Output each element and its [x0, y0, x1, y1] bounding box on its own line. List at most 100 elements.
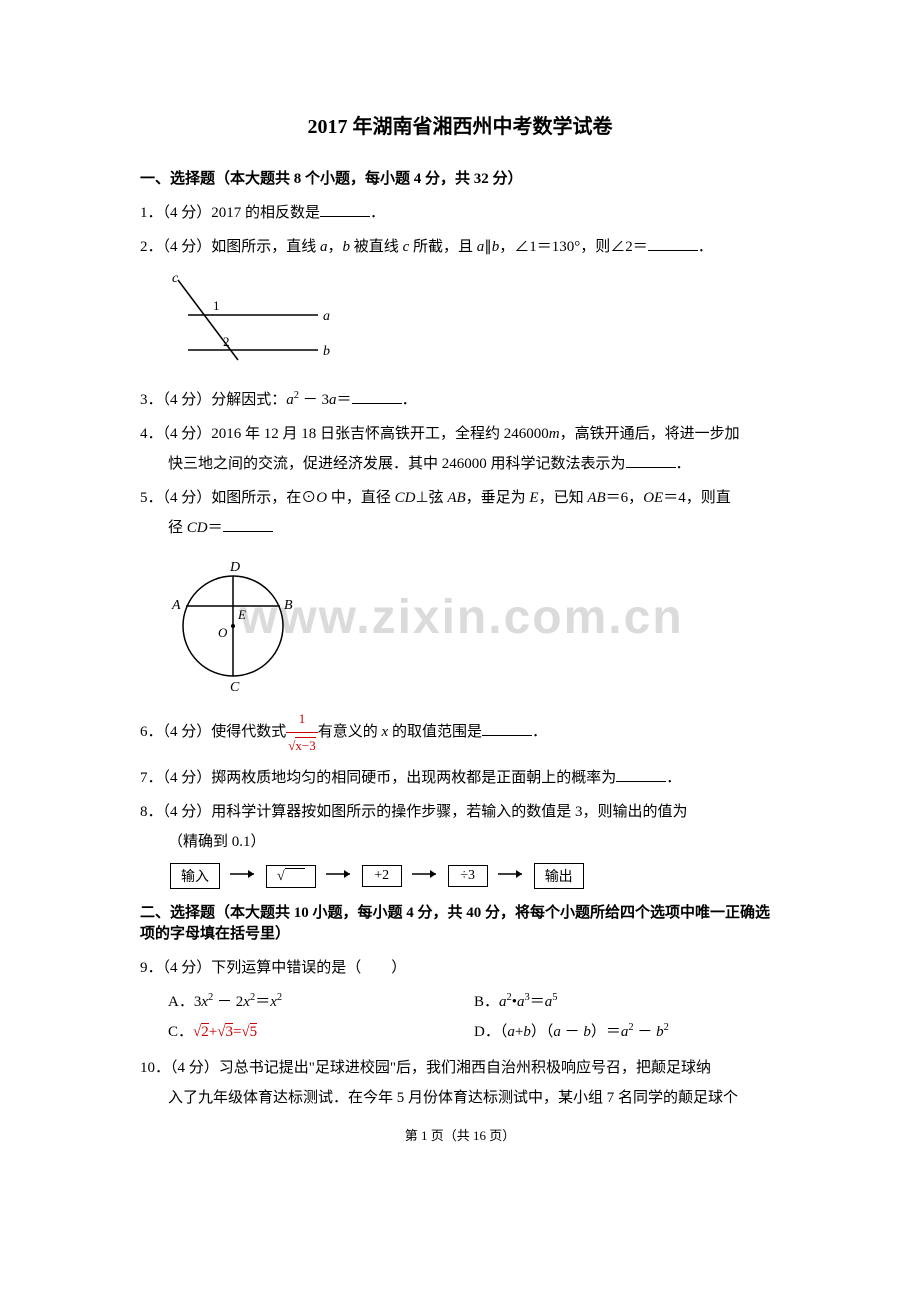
page-footer: 第 1 页（共 16 页）: [140, 1125, 780, 1144]
q1-text: 2017 的相反数是: [211, 205, 320, 221]
circle-diagram: D C A B E O: [168, 551, 308, 691]
label-E: E: [237, 607, 246, 622]
option-B: B．a2•a3＝a5: [474, 987, 780, 1017]
q1-num: 1．（4 分）: [140, 205, 211, 221]
q4-l1a: 2016 年 12 月 18 日张吉怀高铁开工，全程约 246000: [211, 426, 549, 442]
blank: [626, 454, 676, 468]
label-O: O: [218, 625, 228, 640]
lines-diagram: a b c 1 2: [168, 270, 348, 370]
q1-tail: ．: [370, 205, 385, 221]
option-D: D．（a+b）（a － b）＝a2 － b2: [474, 1017, 780, 1047]
q3-a2: a: [329, 392, 337, 408]
question-7: 7．（4 分）掷两枚质地均匀的相同硬币，出现两枚都是正面朝上的概率为 ．: [140, 763, 780, 793]
label-b: b: [323, 344, 330, 359]
option-A: A．3x2 － 2x2＝x2: [168, 987, 474, 1017]
question-6: 6．（4 分）使得代数式1√x−3有意义的 x 的取值范围是．: [140, 706, 780, 759]
q7-tail: ．: [666, 770, 681, 786]
frac-den: √x−3: [286, 733, 317, 759]
q10-l1: 习总书记提出"足球进校园"后，我们湘西自治州积极响应号召，把颠足球纳: [219, 1060, 711, 1076]
q9-text: 下列运算中错误的是（ ）: [211, 960, 406, 976]
arrow-icon: [496, 867, 526, 886]
blank: [352, 390, 402, 404]
calc-box-plus2: +2: [362, 865, 402, 887]
q3-num: 3．（4 分）: [140, 392, 211, 408]
question-4: 4．（4 分）2016 年 12 月 18 日张吉怀高铁开工，全程约 24600…: [140, 419, 780, 479]
arrow-icon: [228, 867, 258, 886]
q5-l2b: ＝: [208, 520, 223, 536]
q5-oe: OE: [643, 490, 663, 506]
q2-tk: ，∠1＝130°，则∠2＝: [499, 239, 648, 255]
label-2: 2: [223, 334, 230, 349]
frac-num: 1: [286, 706, 317, 733]
q5-cd: CD: [395, 490, 416, 506]
label-1: 1: [213, 298, 220, 313]
q5-l1b: 中，直径: [327, 490, 395, 506]
calc-box-sqrt: √: [266, 865, 316, 888]
figure-q5: D C A B E O: [168, 551, 780, 696]
question-10: 10．（4 分）习总书记提出"足球进校园"后，我们湘西自治州积极响应号召，把颠足…: [140, 1053, 780, 1113]
q4-num: 4．（4 分）: [140, 426, 211, 442]
q5-ab: AB: [447, 490, 465, 506]
blank: [648, 237, 698, 251]
q6-tc: 的取值范围是: [388, 724, 482, 740]
q5-l2a: 径: [168, 520, 187, 536]
q5-o: O: [316, 490, 327, 506]
q10-num: 10．（4 分）: [140, 1060, 219, 1076]
q9-num: 9．（4 分）: [140, 960, 211, 976]
question-1: 1．（4 分）2017 的相反数是 ．: [140, 198, 780, 228]
page-title: 2017 年湖南省湘西州中考数学试卷: [140, 110, 780, 139]
blank: [616, 768, 666, 782]
q5-l1d: ，垂足为: [466, 490, 530, 506]
page-content: 2017 年湖南省湘西州中考数学试卷 一、选择题（本大题共 8 个小题，每小题 …: [140, 110, 780, 1144]
q6-num: 6．（4 分）: [140, 724, 211, 740]
q2-tg: 所截，且: [409, 239, 477, 255]
q5-l1f: ，已知: [539, 490, 588, 506]
q5-ab2: AB: [587, 490, 605, 506]
q2-b: b: [343, 239, 351, 255]
q9-options: A．3x2 － 2x2＝x2 B．a2•a3＝a5 C．√2+√3=√5 D．（…: [140, 987, 780, 1047]
q5-cd2: CD: [187, 520, 208, 536]
option-C: C．√2+√3=√5: [168, 1017, 474, 1047]
q5-l1h: ＝4，则直: [663, 490, 731, 506]
question-3: 3．（4 分）分解因式：a2 － 3a＝．: [140, 385, 780, 415]
q7-text: 掷两枚质地均匀的相同硬币，出现两枚都是正面朝上的概率为: [211, 770, 616, 786]
q7-num: 7．（4 分）: [140, 770, 211, 786]
q4-l1b: ，高铁开通后，将进一步加: [560, 426, 740, 442]
q4-line2: 快三地之间的交流，促进经济发展．其中 246000 用科学记数法表示为 ．: [140, 449, 780, 479]
section-2-header: 二、选择题（本大题共 10 小题，每小题 4 分，共 40 分，将每个小题所给四…: [140, 901, 780, 943]
q2-a: a: [320, 239, 328, 255]
label-D: D: [229, 560, 240, 575]
q3-tail: ．: [402, 392, 417, 408]
q3-expr: a: [286, 392, 294, 408]
q2-num: 2．（4 分）: [140, 239, 211, 255]
q4-tail: ．: [676, 456, 691, 472]
q4-m: m: [549, 426, 560, 442]
q8-l1: 用科学计算器按如图所示的操作步骤，若输入的数值是 3，则输出的值为: [211, 804, 687, 820]
question-8: 8．（4 分）用科学计算器按如图所示的操作步骤，若输入的数值是 3，则输出的值为…: [140, 797, 780, 857]
q6-ta: 使得代数式: [211, 724, 286, 740]
q5-l1g: ＝6，: [606, 490, 644, 506]
q8-num: 8．（4 分）: [140, 804, 211, 820]
question-2: 2．（4 分）如图所示，直线 a，b 被直线 c 所截，且 a∥b，∠1＝130…: [140, 232, 780, 262]
question-5: 5．（4 分）如图所示，在⊙O 中，直径 CD⊥弦 AB，垂足为 E，已知 AB…: [140, 483, 780, 543]
opt-c-expr: √2+√3=√5: [193, 1023, 257, 1040]
arrow-icon: [410, 867, 440, 886]
calc-box-output: 输出: [534, 863, 584, 889]
question-9: 9．（4 分）下列运算中错误的是（ ）: [140, 953, 780, 983]
q8-line2: （精确到 0.1）: [140, 827, 780, 857]
q5-line2: 径 CD＝: [140, 513, 780, 543]
q6-tail: ．: [532, 724, 547, 740]
blank: [223, 518, 273, 532]
label-C: C: [230, 680, 240, 691]
q2-ta: 如图所示，直线: [211, 239, 320, 255]
q5-num: 5．（4 分）: [140, 490, 211, 506]
fraction: 1√x−3: [286, 706, 317, 759]
q5-l1a: 如图所示，在⊙: [211, 490, 316, 506]
q2-tc: ，: [328, 239, 343, 255]
q2-te: 被直线: [350, 239, 403, 255]
q4-l2-text: 快三地之间的交流，促进经济发展．其中 246000 用科学记数法表示为: [168, 456, 626, 472]
blank: [482, 722, 532, 736]
opt-c-pre: C．: [168, 1024, 193, 1040]
label-A: A: [171, 598, 181, 613]
label-B: B: [284, 598, 293, 613]
